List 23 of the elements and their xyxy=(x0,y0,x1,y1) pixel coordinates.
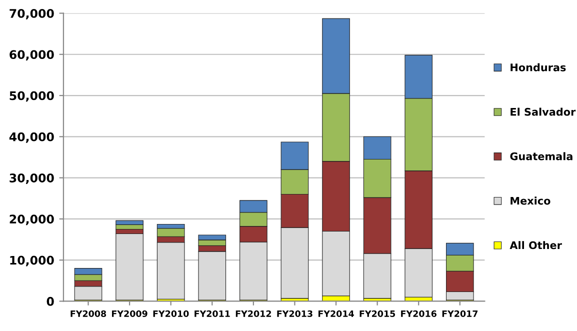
y-tick-label: 0 xyxy=(46,296,54,306)
x-tick-label: FY2017 xyxy=(442,310,478,318)
y-tick-label: 20,000 xyxy=(10,214,54,226)
y-tick-label: 60,000 xyxy=(10,50,54,61)
x-tick-label: FY2012 xyxy=(236,310,271,318)
legend-label: All Other xyxy=(510,241,562,250)
y-tick-label: 10,000 xyxy=(10,256,54,266)
x-tick-label: FY2014 xyxy=(318,310,354,318)
legend-label: Guatemala xyxy=(510,152,572,160)
y-tick-label: 70,000 xyxy=(10,8,54,20)
y-tick-label: 40,000 xyxy=(9,132,54,143)
x-tick-label: FY2015 xyxy=(360,310,396,318)
x-tick-label: FY2010 xyxy=(153,310,189,318)
x-tick-label: FY2011 xyxy=(194,310,230,318)
x-tick-label: FY2016 xyxy=(401,310,436,318)
x-tick-label: FY2013 xyxy=(277,310,312,318)
x-tick-label: FY2009 xyxy=(112,310,148,318)
x-tick-label: FY2008 xyxy=(70,310,106,318)
legend-label: Honduras xyxy=(510,63,566,72)
y-tick-label: 30,000 xyxy=(10,174,54,184)
y-tick-label: 50,000 xyxy=(10,91,54,102)
legend-label: Mexico xyxy=(510,196,550,205)
legend-label: El Salvador xyxy=(510,108,576,116)
